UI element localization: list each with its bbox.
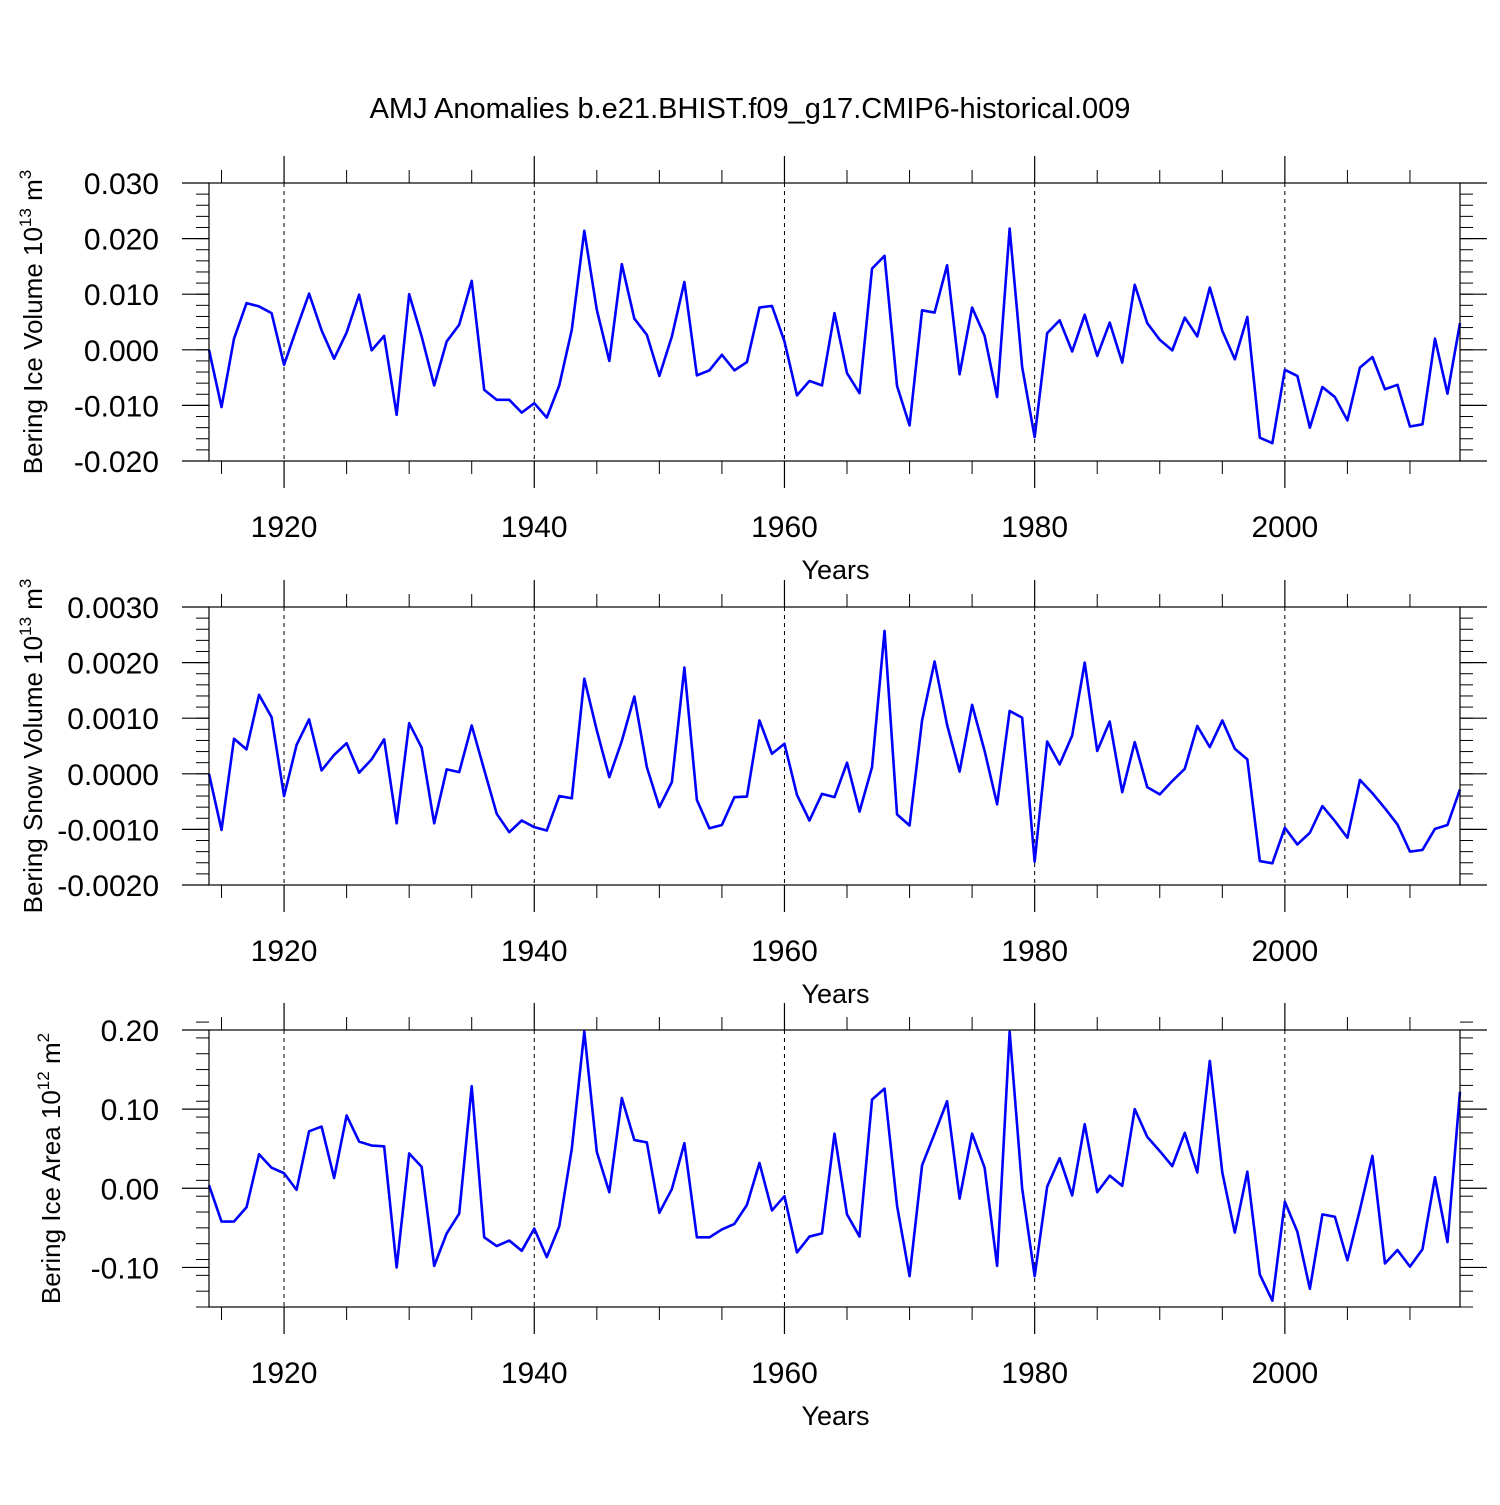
series-line-1	[207, 227, 1462, 445]
series-line-3	[207, 1030, 1462, 1302]
y-tick-label: 0.010	[84, 279, 159, 312]
x-tick-label: 1940	[501, 511, 568, 544]
x-tick-label: 2000	[1251, 1357, 1318, 1390]
y-tick-label: -0.010	[74, 390, 159, 423]
y-tick-label: 0.0020	[67, 648, 159, 681]
panel-1: 1920 1940 1960 1980 2000 Years 0.030 0.020 0.010…	[16, 156, 1487, 585]
y-tick-label: 0.0010	[67, 703, 159, 736]
y-tick-label: 0.030	[84, 168, 159, 201]
x-tick-label: 1920	[251, 935, 318, 968]
panel-2: 1920 1940 1960 1980 2000 Years 0.0030 0.0020 0.0…	[16, 579, 1487, 1009]
y-axis-label: Bering Ice Area 1012 m2	[34, 1033, 66, 1304]
y-tick-label: -0.020	[74, 446, 159, 479]
x-tick-label: 2000	[1251, 511, 1318, 544]
x-axis-label: Years	[801, 1401, 869, 1431]
x-tick-label: 1960	[751, 511, 818, 544]
y-tick-label: 0.0030	[67, 592, 159, 625]
y-axis-label: Bering Snow Volume 1013 m3	[16, 579, 48, 914]
x-tick-label: 1940	[501, 935, 568, 968]
figure-title: AMJ Anomalies b.e21.BHIST.f09_g17.CMIP6-…	[370, 93, 1131, 125]
series-line-2	[207, 629, 1462, 865]
x-axis-label: Years	[801, 555, 869, 585]
plot-frame	[208, 606, 1461, 886]
x-tick-label: 1980	[1001, 935, 1068, 968]
panel-3: 1920 1940 1960 1980 2000 Years 0.20 0.10 0.00 -0.…	[34, 1003, 1487, 1431]
x-axis-label: Years	[801, 979, 869, 1009]
x-tick-label: 1940	[501, 1357, 568, 1390]
x-tick-label: 2000	[1251, 935, 1318, 968]
y-tick-label: -0.0010	[57, 814, 159, 847]
y-tick-label: 0.00	[101, 1173, 159, 1206]
y-tick-label: 0.000	[84, 335, 159, 368]
x-tick-label: 1920	[251, 1357, 318, 1390]
y-tick-label: 0.020	[84, 224, 159, 257]
plot-frame	[208, 1029, 1461, 1308]
y-tick-label: 0.10	[101, 1094, 159, 1127]
y-axis-label: Bering Ice Volume 1013 m3	[16, 170, 48, 474]
y-tick-label: 0.0000	[67, 759, 159, 792]
x-tick-label: 1980	[1001, 511, 1068, 544]
y-tick-label: -0.10	[91, 1252, 159, 1285]
plot-frame	[208, 182, 1461, 462]
x-tick-label: 1980	[1001, 1357, 1068, 1390]
x-tick-label: 1920	[251, 511, 318, 544]
x-tick-label: 1960	[751, 1357, 818, 1390]
x-tick-label: 1960	[751, 935, 818, 968]
y-tick-label: -0.0020	[57, 870, 159, 903]
y-tick-label: 0.20	[101, 1015, 159, 1048]
